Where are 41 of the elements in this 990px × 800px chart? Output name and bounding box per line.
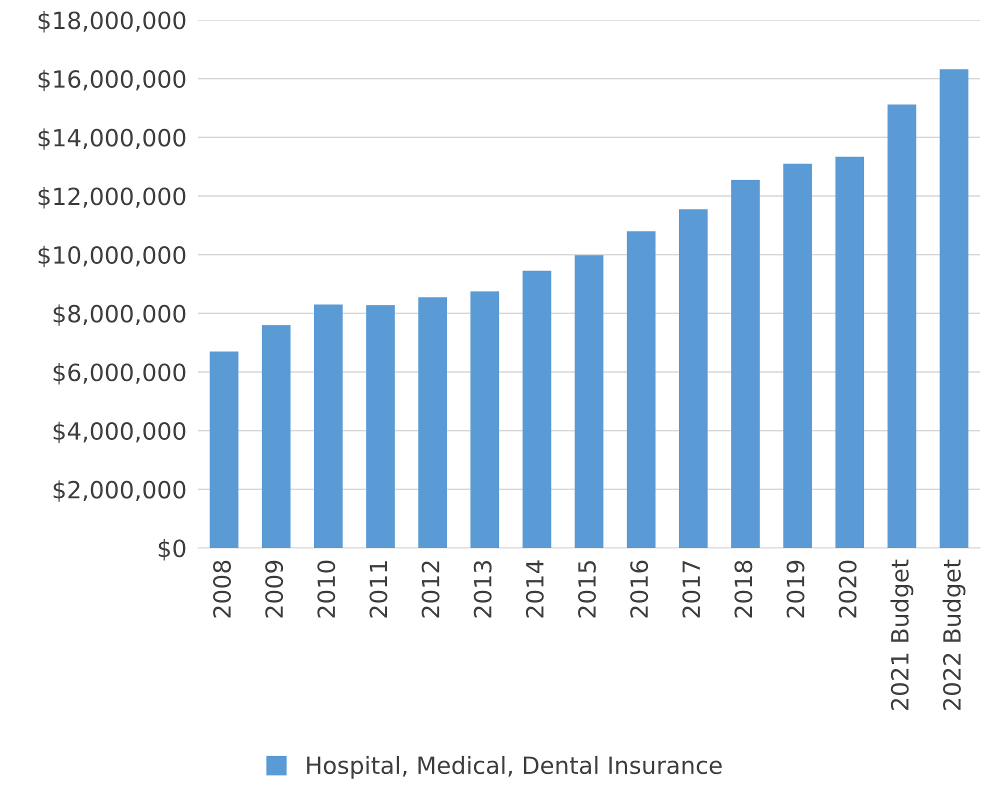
- x-tick-label: 2010: [317, 560, 336, 618]
- y-tick-label: $14,000,000: [38, 128, 186, 150]
- bar: [731, 180, 760, 548]
- bar: [626, 231, 656, 548]
- y-tick-label: $6,000,000: [54, 363, 186, 384]
- bar: [210, 351, 238, 548]
- y-tick-label: $18,000,000: [38, 11, 186, 32]
- x-tick-label: 2012: [422, 561, 440, 618]
- bar: [366, 305, 395, 548]
- bar: [888, 104, 916, 548]
- bar: [940, 69, 968, 548]
- x-tick-label: 2013: [474, 561, 492, 618]
- x-tick-label: 2019: [786, 560, 804, 618]
- x-tick-label: 2018: [734, 560, 752, 618]
- bar: [418, 297, 447, 548]
- x-tick-label: 2009: [265, 560, 284, 618]
- y-tick-label: $4,000,000: [54, 422, 186, 444]
- x-tick-label: 2015: [578, 561, 596, 618]
- y-tick-label: $2,000,000: [54, 480, 186, 502]
- y-tick-label: $10,000,000: [38, 246, 186, 268]
- bar: [783, 164, 812, 548]
- x-tick-label: 2022 Budget: [942, 560, 966, 710]
- x-tick-label: 2016: [630, 560, 648, 618]
- x-tick-label: 2017: [682, 561, 700, 618]
- bar: [262, 325, 291, 548]
- bar: [678, 209, 708, 548]
- bar: [470, 291, 500, 548]
- y-tick-label: $0: [158, 539, 186, 560]
- bar: [574, 255, 604, 548]
- bar: [835, 156, 864, 548]
- bar: [522, 270, 552, 548]
- x-tick-label: 2011: [369, 561, 388, 618]
- y-tick-label: $12,000,000: [38, 187, 186, 208]
- x-tick-label: 2020: [838, 560, 857, 618]
- x-tick-label: 2021 Budget: [890, 560, 914, 710]
- x-tick-label: 2008: [213, 560, 231, 618]
- y-tick-label: $16,000,000: [38, 70, 186, 92]
- y-tick-label: $8,000,000: [54, 304, 186, 326]
- x-tick-label: 2014: [526, 560, 544, 618]
- legend-label: Hospital, Medical, Dental Insurance: [307, 756, 722, 779]
- bar: [314, 304, 343, 548]
